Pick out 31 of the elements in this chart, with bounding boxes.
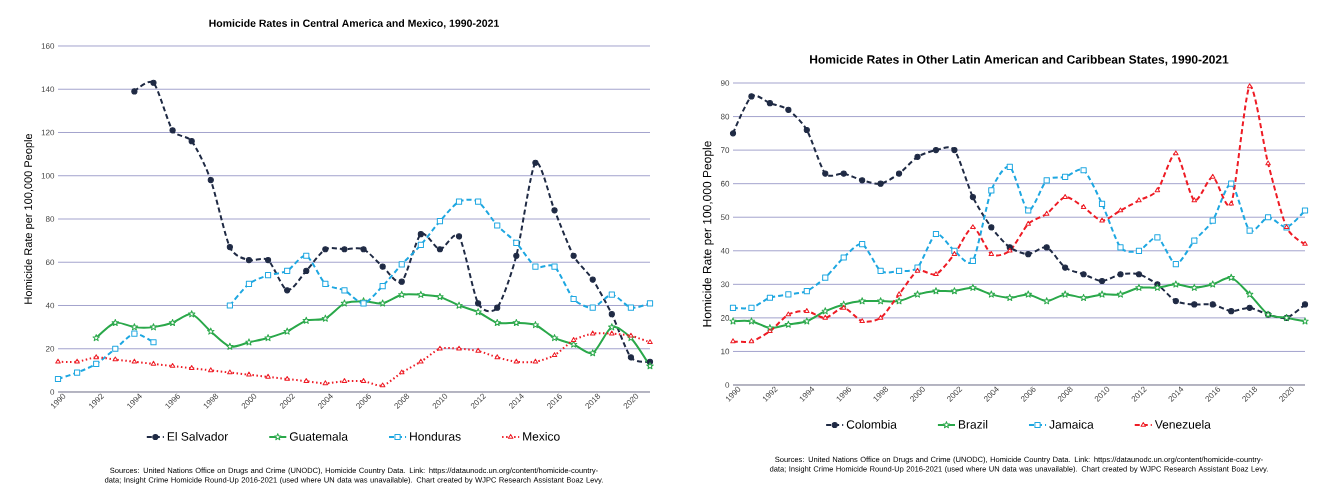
y-tick-label: 50 xyxy=(720,214,730,221)
chart-title: Homicide Rates in Central America and Mexico, 1990-2021 xyxy=(209,19,499,29)
legend-label: Colombia xyxy=(846,419,897,429)
y-tick-label: 140 xyxy=(41,86,55,93)
y-tick-label: 100 xyxy=(41,172,55,179)
y-tick-label: 0 xyxy=(725,382,730,388)
y-tick-label: 120 xyxy=(41,129,55,136)
legend-label: Honduras xyxy=(410,431,461,441)
y-tick-label: 70 xyxy=(720,147,730,153)
y-axis-title: Homicide Rate per 100,000 People xyxy=(702,141,714,327)
y-tick-label: 0 xyxy=(50,389,55,395)
y-tick-label: 60 xyxy=(720,180,730,187)
y-tick-label: 20 xyxy=(45,345,55,352)
y-tick-label: 40 xyxy=(720,247,730,254)
y-tick-label: 30 xyxy=(720,281,730,288)
y-tick-label: 160 xyxy=(41,43,55,49)
y-axis-title: Homicide Rate per 100,000 People xyxy=(24,133,35,304)
legend-label: Brazil xyxy=(958,419,988,429)
legend-label: Jamaica xyxy=(1049,419,1094,429)
y-tick-label: 60 xyxy=(45,259,55,266)
y-tick-label: 80 xyxy=(720,113,730,120)
legend-label: Mexico xyxy=(523,431,560,441)
y-tick-label: 40 xyxy=(45,302,55,309)
y-tick-label: 10 xyxy=(721,348,730,355)
legend-label: El Salvador xyxy=(167,431,229,441)
y-tick-label: 80 xyxy=(45,216,55,222)
legend-label: Venezuela xyxy=(1154,419,1211,429)
y-tick-label: 20 xyxy=(720,315,730,321)
chart-title: Homicide Rates in Other Latin American and Caribbean States, 1990-2021 xyxy=(810,54,1229,66)
legend-label: Guatemala xyxy=(289,431,348,441)
y-tick-label: 90 xyxy=(720,80,730,86)
